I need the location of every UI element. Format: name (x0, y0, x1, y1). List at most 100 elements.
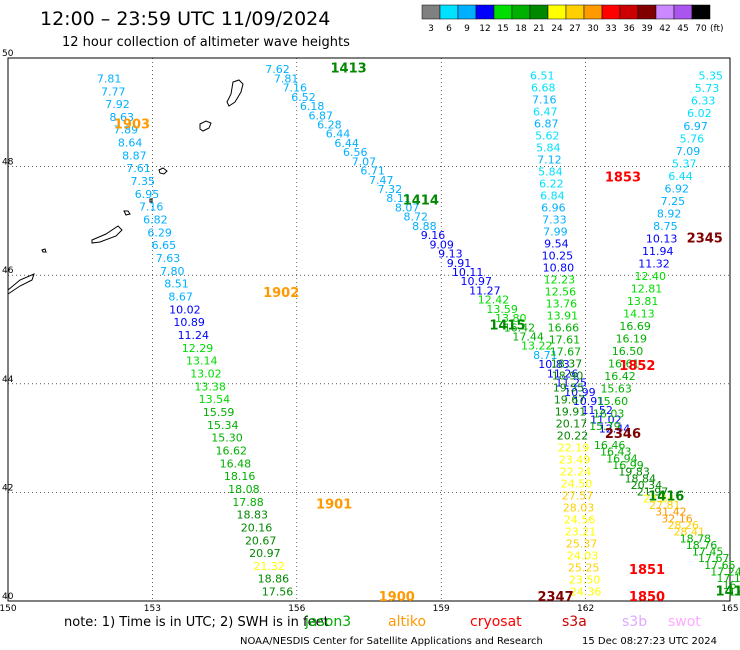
wave-height-value: 16.42 (604, 370, 636, 383)
wave-height-value: 6.92 (664, 182, 689, 195)
colorbar-swatch (583, 4, 603, 20)
wave-height-value: 22.19 (558, 442, 590, 455)
wave-height-value: 20.34 (631, 479, 663, 492)
wave-height-value: 19.91 (555, 406, 587, 419)
colorbar-label: 15 (497, 24, 508, 34)
wave-height-value: 21.32 (253, 560, 285, 573)
wave-height-value: 21.97 (637, 486, 669, 499)
grid (7, 57, 731, 602)
wave-height-value: 15.63 (600, 382, 632, 395)
wave-height-value: 8.92 (657, 207, 682, 220)
wave-height-value: 7.25 (661, 195, 686, 208)
colorbar-label: 18 (515, 24, 527, 34)
pass-time-label: 2345 (687, 232, 723, 247)
wave-height-value: 7.32 (378, 183, 403, 196)
wave-height-value: 18.90 (552, 370, 584, 383)
wave-height-value: 8.88 (412, 220, 437, 233)
x-tick-label: 156 (288, 604, 305, 614)
wave-height-value: 16.50 (612, 345, 644, 358)
satellite-tracks: 7.627.817.166.526.186.876.286.446.446.56… (97, 63, 740, 598)
wave-height-value: 7.99 (543, 226, 568, 239)
wave-height-value: 9.09 (429, 238, 454, 251)
wave-height-value: 12.23 (544, 274, 576, 287)
wave-height-value: 9.91 (447, 257, 472, 270)
wave-height-value: 17.44 (512, 330, 544, 343)
colorbar-label: 42 (659, 24, 670, 34)
colorbar: 3 6 9 12 15 18 21 24 27 30 33 36 39 42 45 70 (421, 4, 711, 34)
wave-height-value: 16.69 (619, 320, 651, 333)
track-1413: 7.627.817.166.526.186.876.286.446.446.56… (265, 63, 630, 435)
wave-height-value: 6.82 (143, 214, 168, 227)
satellite-legend-s3a: s3a (562, 614, 587, 630)
pass-time-labels: 1413 1414 1415 1416 1903 1902 1901 1900 1853 1852… (114, 62, 740, 605)
wave-height-value: 23.50 (569, 574, 601, 587)
wave-height-value: 27.57 (562, 490, 594, 503)
wave-height-value: 28.26 (667, 519, 699, 532)
wave-height-value: 8.71 (533, 349, 558, 362)
wave-height-value: 12.42 (478, 294, 510, 307)
satellite-legend-swot: swot (668, 614, 701, 630)
wave-height-value: 18.83 (237, 509, 269, 522)
wave-height-value: 6.47 (533, 106, 558, 119)
wave-height-value: 6.87 (534, 118, 559, 131)
pass-time-label: 1416 (648, 490, 684, 505)
satellite-legend: jason3 altiko cryosat s3a s3b swot (304, 614, 701, 630)
wave-height-value: 7.12 (537, 154, 562, 167)
pass-time-label: 1850 (629, 590, 665, 605)
wave-height-value: 7.16 (532, 94, 557, 107)
satellite-legend-altiko: altiko (388, 614, 426, 630)
colorbar-label: 27 (569, 24, 580, 34)
pass-time-label: 1852 (619, 359, 655, 374)
wave-height-value: 18.16 (224, 470, 256, 483)
pass-time-label: 1415 (489, 319, 525, 334)
wave-height-value: 5.73 (695, 82, 720, 95)
wave-height-value: 17.45 (692, 546, 724, 559)
wave-height-value: 7.81 (274, 72, 299, 85)
wave-height-value: 19.55 (553, 382, 585, 395)
wave-height-value: 5.84 (536, 142, 561, 155)
wave-height-value: 13.22 (521, 340, 553, 353)
wave-height-value: 7.16 (283, 82, 308, 95)
colorbar-label: 39 (641, 24, 653, 34)
wave-height-value: 13.14 (186, 355, 218, 368)
wave-height-value: 20.97 (249, 547, 281, 560)
wave-height-value: 6.44 (334, 137, 359, 150)
wave-height-value: 6.84 (540, 190, 565, 203)
wave-height-value: 10.83 (538, 358, 570, 371)
x-tick-label: 153 (144, 604, 161, 614)
wave-height-value: 6.65 (152, 239, 177, 252)
wave-height-value: 5.76 (680, 132, 705, 145)
y-tick-label: 46 (2, 266, 14, 276)
wave-height-value: 16.79 (723, 579, 740, 592)
wave-height-value: 11.52 (581, 404, 613, 417)
track-1852: 16.4616.4316.9416.9919.8318.8420.3421.97… (594, 439, 740, 599)
colorbar-unit-label: (ft) (710, 24, 724, 34)
wave-height-value: 8.87 (122, 149, 147, 162)
x-tick-label: 159 (433, 604, 450, 614)
colorbar-label: 6 (446, 24, 452, 34)
wave-height-value: 10.99 (564, 386, 596, 399)
wave-height-value: 6.22 (539, 178, 564, 191)
wave-height-value: 7.16 (139, 201, 164, 214)
wave-height-value: 19.83 (618, 466, 650, 479)
wave-height-value: 7.92 (105, 98, 130, 111)
wave-height-value: 24.56 (564, 514, 596, 527)
wave-height-value: 10.25 (542, 250, 574, 263)
wave-height-value: 25.25 (568, 562, 600, 575)
wave-height-value: 24.03 (567, 550, 599, 563)
y-tick-label: 44 (2, 375, 14, 385)
wave-height-value: 13.91 (547, 310, 579, 323)
wave-height-value: 13.80 (495, 312, 527, 325)
wave-height-value: 18.86 (258, 573, 290, 586)
wave-height-value: 13.59 (486, 303, 518, 316)
wave-height-value: 11.27 (469, 284, 501, 297)
wave-height-value: 11.02 (590, 413, 622, 426)
wave-height-value: 7.81 (97, 72, 122, 85)
island-outline (91, 225, 123, 244)
footer-credit: NOAA/NESDIS Center for Satellite Applica… (240, 636, 543, 647)
island-outline (149, 198, 153, 203)
wave-height-value: 16.66 (548, 322, 580, 335)
wave-height-value: 8.75 (653, 220, 678, 233)
wave-height-value: 7.61 (126, 162, 151, 175)
wave-height-value: 7.47 (369, 174, 394, 187)
